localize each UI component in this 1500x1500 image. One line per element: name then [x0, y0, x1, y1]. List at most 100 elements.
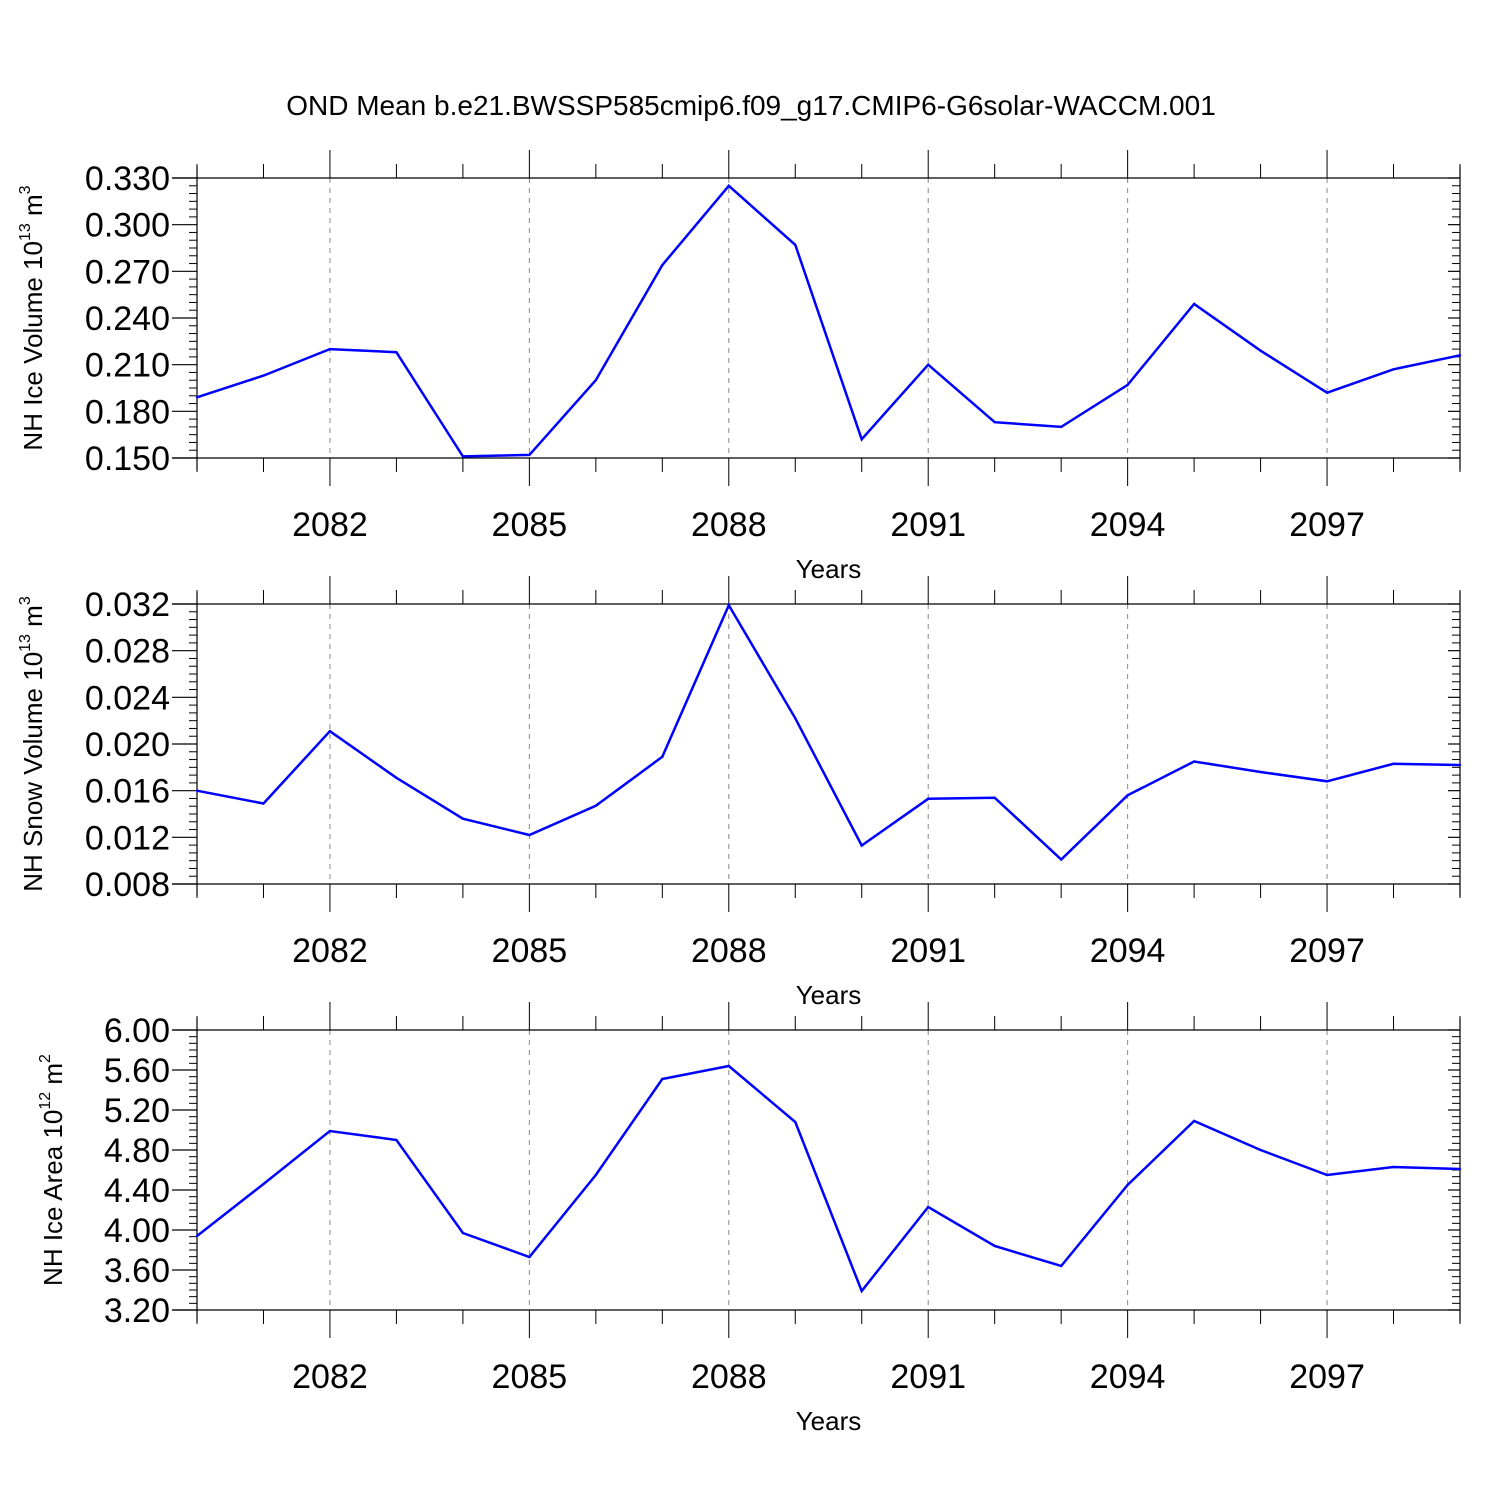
- data-point: [727, 1064, 730, 1068]
- x-axis-title: Years: [796, 1406, 862, 1436]
- data-point: [328, 729, 332, 733]
- data-point: [860, 438, 863, 441]
- y-axis-title-exponent: 12: [37, 1092, 54, 1110]
- x-tick-label: 2094: [1090, 506, 1166, 544]
- data-point: [1059, 425, 1063, 429]
- data-point: [1192, 1119, 1196, 1123]
- y-tick-label: 0.150: [85, 440, 170, 478]
- data-point: [1325, 391, 1329, 394]
- data-point: [1458, 763, 1462, 767]
- data-point: [993, 1244, 996, 1248]
- data-point: [927, 1205, 930, 1209]
- data-point: [1059, 1264, 1063, 1268]
- data-point: [461, 455, 465, 458]
- data-point: [262, 374, 265, 377]
- x-tick-label: 2082: [292, 1358, 368, 1396]
- y-tick-label: 4.00: [104, 1212, 170, 1250]
- series-line: [196, 184, 1461, 458]
- x-axis-title: Years: [796, 980, 862, 1010]
- data-point: [993, 421, 996, 424]
- data-point: [1259, 349, 1262, 352]
- data-point: [594, 804, 598, 808]
- data-point: [927, 797, 930, 801]
- data-point: [794, 1120, 797, 1124]
- data-point: [262, 1182, 265, 1186]
- data-point: [1192, 760, 1196, 763]
- y-tick-label: 0.020: [85, 726, 170, 764]
- data-point: [727, 184, 730, 187]
- y-tick-label: 4.40: [104, 1172, 170, 1210]
- y-tick-label: 3.20: [104, 1292, 170, 1330]
- data-point: [860, 1289, 863, 1293]
- y-tick-label: 0.024: [85, 679, 170, 717]
- y-axis-title-unit: m: [18, 605, 48, 634]
- y-tick-label: 5.20: [104, 1092, 170, 1130]
- x-tick-label: 2085: [492, 506, 568, 544]
- data-point: [1325, 1173, 1329, 1177]
- x-tick-label: 2097: [1289, 932, 1365, 970]
- y-tick-label: 0.300: [85, 207, 170, 245]
- data-point: [1059, 858, 1063, 861]
- x-tick-label: 2091: [890, 506, 966, 544]
- y-tick-label: 0.240: [85, 300, 170, 338]
- data-point: [195, 789, 199, 792]
- data-point: [1458, 354, 1462, 357]
- y-tick-label: 0.012: [85, 819, 170, 857]
- chart-title: OND Mean b.e21.BWSSP585cmip6.f09_g17.CMI…: [286, 90, 1216, 121]
- chart-panel-2: 0.008 0.012 0.016 0.020 0.024 0.028 0.032 2082 2…: [17, 576, 1462, 1010]
- data-point: [794, 243, 797, 247]
- data-point: [794, 717, 797, 720]
- data-point: [328, 347, 332, 351]
- data-point: [1126, 794, 1129, 797]
- x-tick-label: 2088: [691, 932, 767, 970]
- y-axis-title-text: NH Snow Volume 10: [18, 652, 48, 892]
- y-axis-title-unit: m: [38, 1063, 68, 1092]
- data-point: [328, 1129, 332, 1133]
- y-tick-label: 0.008: [85, 866, 170, 904]
- y-axis-title-unit-exponent: 3: [17, 596, 34, 605]
- y-axis-title: NH Snow Volume 1013 m3: [17, 596, 48, 892]
- data-point: [661, 1077, 664, 1081]
- x-tick-label: 2082: [292, 506, 368, 544]
- x-tick-label: 2085: [492, 932, 568, 970]
- y-tick-label: 0.032: [85, 586, 170, 624]
- x-axis-title: Years: [796, 554, 862, 584]
- y-axis-title-text: NH Ice Area 10: [38, 1110, 68, 1286]
- x-tick-label: 2082: [292, 932, 368, 970]
- data-point: [661, 263, 664, 267]
- data-point: [594, 1173, 598, 1177]
- y-tick-label: 0.180: [85, 393, 170, 431]
- data-point: [860, 844, 863, 847]
- y-axis-title-exponent: 13: [17, 634, 34, 652]
- data-point: [1126, 383, 1129, 387]
- y-tick-label: 0.016: [85, 773, 170, 811]
- data-point: [262, 802, 265, 805]
- data-point: [528, 833, 531, 837]
- y-tick-label: 6.00: [104, 1012, 170, 1050]
- x-tick-label: 2085: [492, 1358, 568, 1396]
- data-point: [395, 1138, 398, 1142]
- x-tick-label: 2088: [691, 1358, 767, 1396]
- data-point: [1192, 302, 1196, 306]
- data-point: [395, 351, 398, 354]
- x-tick-label: 2094: [1090, 1358, 1166, 1396]
- panels: 0.150 0.180 0.210 0.240 0.270 0.300 0.330 2082 2…: [17, 150, 1462, 1436]
- x-tick-label: 2088: [691, 506, 767, 544]
- data-point: [528, 1255, 531, 1259]
- x-tick-label: 2091: [890, 1358, 966, 1396]
- data-point: [1392, 368, 1395, 371]
- x-tick-label: 2097: [1289, 1358, 1365, 1396]
- y-tick-label: 3.60: [104, 1252, 170, 1290]
- data-point: [195, 1234, 199, 1238]
- data-point: [594, 379, 598, 382]
- series-line: [196, 1064, 1461, 1294]
- y-axis-title-unit: m: [18, 194, 48, 223]
- data-point: [1259, 770, 1262, 774]
- data-point: [528, 453, 531, 457]
- data-point: [461, 817, 465, 820]
- data-point: [195, 396, 199, 399]
- y-tick-label: 0.330: [85, 160, 170, 198]
- y-tick-label: 0.270: [85, 253, 170, 291]
- data-point: [461, 1231, 465, 1235]
- y-tick-label: 0.028: [85, 633, 170, 671]
